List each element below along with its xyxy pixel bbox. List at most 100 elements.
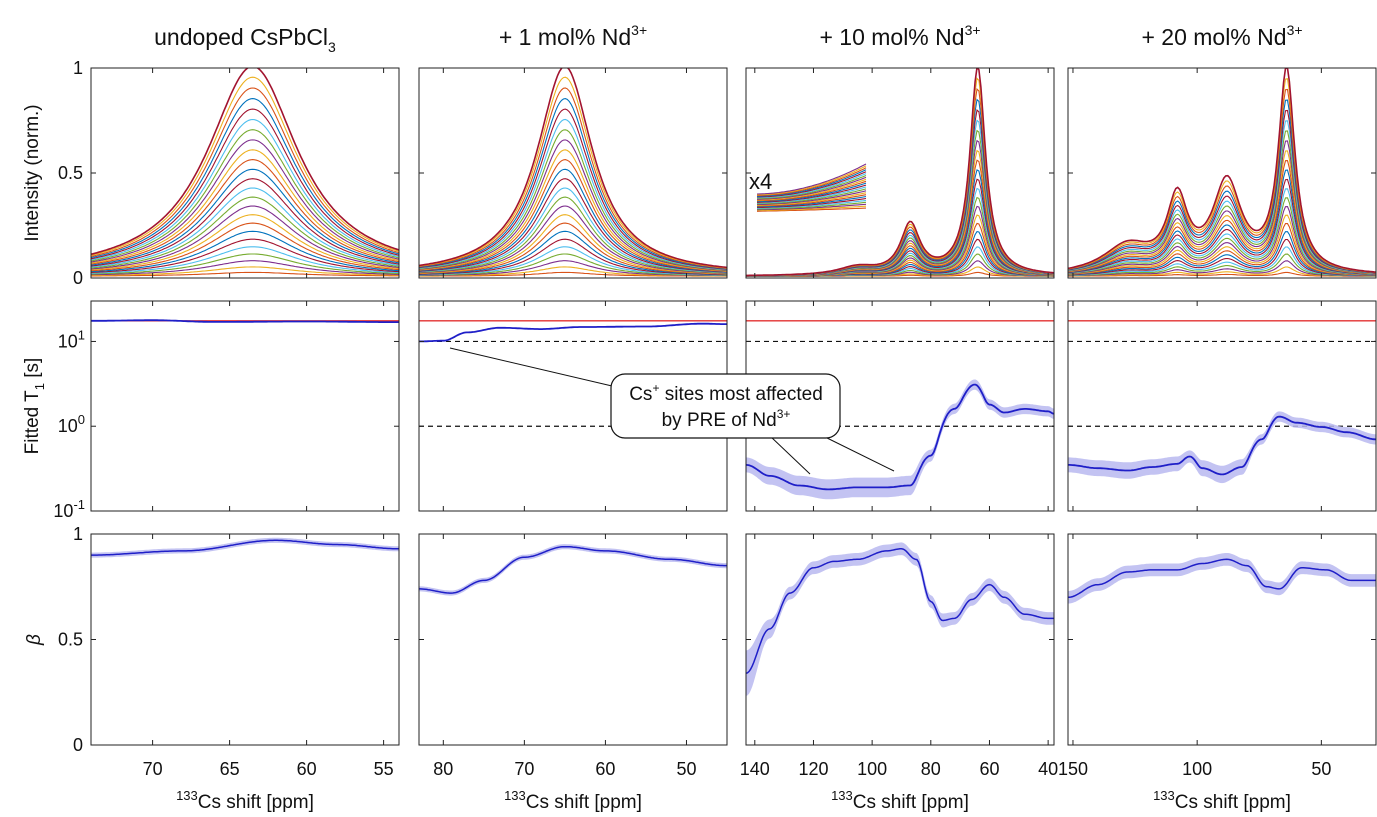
spectrum-line bbox=[1068, 160, 1376, 275]
panel-title: undoped CsPbCl3 bbox=[154, 24, 336, 55]
inset-spectrum-line bbox=[756, 180, 867, 202]
spectrum-line bbox=[419, 253, 727, 276]
x-axis-label: 133Cs shift [ppm] bbox=[1153, 788, 1291, 813]
inset-spectrum-line bbox=[756, 184, 867, 203]
x-tick-label: 65 bbox=[220, 759, 240, 779]
inset-spectrum-line bbox=[756, 178, 867, 201]
spectrum-line bbox=[91, 108, 399, 260]
panel-title: + 20 mol% Nd3+ bbox=[1141, 22, 1302, 50]
t1-fit-line bbox=[91, 319, 399, 323]
inset-spectrum-line bbox=[756, 167, 867, 197]
inset-scale-label: x4 bbox=[749, 169, 772, 194]
x-axis-label: 133Cs shift [ppm] bbox=[831, 788, 969, 813]
spectrum-line bbox=[91, 98, 399, 259]
axes-frame bbox=[90, 533, 400, 746]
plot-area bbox=[419, 544, 727, 596]
spectrum-line bbox=[746, 87, 1054, 277]
panel-title: + 10 mol% Nd3+ bbox=[819, 22, 980, 50]
spectrum-line bbox=[419, 168, 727, 273]
callout-box bbox=[610, 373, 841, 439]
panel-title: + 1 mol% Nd3+ bbox=[499, 22, 647, 50]
spectrum-line bbox=[419, 230, 727, 275]
plot-area bbox=[1068, 320, 1376, 484]
spectrum-line bbox=[419, 108, 727, 270]
plot-area bbox=[419, 68, 727, 277]
x-tick-label: 70 bbox=[514, 759, 534, 779]
spectrum-line bbox=[746, 98, 1054, 277]
axes-frame bbox=[745, 533, 1055, 746]
y-tick-label: 10-1 bbox=[53, 497, 85, 521]
panel-beta-1: 0 0.5 1 β 70 65 60 55 133Cs shift [ppm] bbox=[24, 524, 400, 813]
inset-spectrum-line bbox=[756, 174, 867, 200]
spectrum-line bbox=[419, 222, 727, 275]
spectrum-line bbox=[419, 139, 727, 272]
x-tick-label: 55 bbox=[374, 759, 394, 779]
spectrum-line bbox=[1068, 188, 1376, 276]
callout-line-2: by PRE of Nd3+ bbox=[662, 407, 791, 431]
spectrum-line bbox=[91, 222, 399, 272]
spectrum-line bbox=[91, 271, 399, 277]
x-tick-label: 80 bbox=[921, 759, 941, 779]
x-tick-label: 40 bbox=[1038, 759, 1058, 779]
inset-spectrum-line bbox=[756, 196, 867, 208]
spectrum-line bbox=[91, 129, 399, 262]
spectrum-line bbox=[1068, 68, 1376, 273]
beta-fit-line bbox=[91, 539, 399, 556]
callout-pointer bbox=[769, 435, 811, 475]
panel-beta-3: 140 120 100 80 60 40 133Cs shift [ppm] bbox=[740, 533, 1058, 813]
axes-frame bbox=[90, 300, 400, 512]
x-tick-label: 70 bbox=[143, 759, 163, 779]
panel-beta-4: 150 100 50 133Cs shift [ppm] bbox=[1058, 533, 1377, 813]
x-tick-label: 50 bbox=[1311, 759, 1331, 779]
plot-area bbox=[746, 320, 1054, 500]
t1-fit-line bbox=[1068, 415, 1376, 476]
axes-frame bbox=[418, 533, 728, 746]
inset-spectrum-line bbox=[756, 171, 867, 198]
spectrum-line bbox=[746, 68, 1054, 277]
y-tick-label: 101 bbox=[58, 327, 85, 351]
panel-beta-2: 80 70 60 50 133Cs shift [ppm] bbox=[418, 533, 728, 813]
spectrum-line bbox=[746, 77, 1054, 276]
spectrum-line bbox=[419, 87, 727, 269]
panel-intensity-4 bbox=[1067, 67, 1377, 279]
inset-spectrum-line bbox=[756, 197, 867, 209]
inset-spectrum-line bbox=[756, 165, 867, 196]
plot-area bbox=[746, 68, 1054, 277]
callout-pointer bbox=[822, 435, 895, 472]
plot-area bbox=[1068, 68, 1376, 277]
spectrum-line bbox=[1068, 214, 1376, 276]
x-tick-label: 50 bbox=[676, 759, 696, 779]
spectrum-line bbox=[419, 238, 727, 276]
x-tick-label: 60 bbox=[979, 759, 999, 779]
x-tick-label: 60 bbox=[297, 759, 317, 779]
spectrum-line bbox=[91, 187, 399, 268]
spectrum-line bbox=[419, 118, 727, 271]
spectrum-line bbox=[91, 238, 399, 273]
spectrum-line bbox=[91, 149, 399, 264]
spectrum-line bbox=[1068, 120, 1376, 274]
inset-spectrum-line bbox=[756, 163, 867, 195]
spectrum-line bbox=[91, 118, 399, 261]
spectrum-line bbox=[419, 187, 727, 274]
inset-spectrum-line bbox=[756, 194, 867, 207]
y-tick-label: 0 bbox=[73, 735, 83, 755]
spectrum-line bbox=[419, 205, 727, 274]
spectrum-line bbox=[1068, 130, 1376, 274]
spectrum-line bbox=[1068, 246, 1376, 277]
spectrum-line bbox=[91, 87, 399, 258]
inset-spectrum-line bbox=[756, 176, 867, 200]
spectrum-line bbox=[1068, 206, 1376, 276]
panel-intensity-2 bbox=[418, 67, 728, 279]
y-axis-label: β bbox=[24, 634, 45, 646]
axes-frame bbox=[1067, 67, 1377, 279]
inset-spectrum-line bbox=[756, 186, 867, 204]
column-3: + 10 mol% Nd3+ x4 140 120 100 80 60 40 133Cs shi… bbox=[740, 22, 1058, 813]
inset-spectrum-line bbox=[756, 169, 867, 197]
spectrum-line bbox=[91, 205, 399, 270]
spectrum-line bbox=[91, 168, 399, 266]
inset-spectrum-line bbox=[756, 190, 867, 206]
y-tick-label: 0.5 bbox=[58, 163, 83, 183]
plot-area bbox=[746, 542, 1054, 696]
